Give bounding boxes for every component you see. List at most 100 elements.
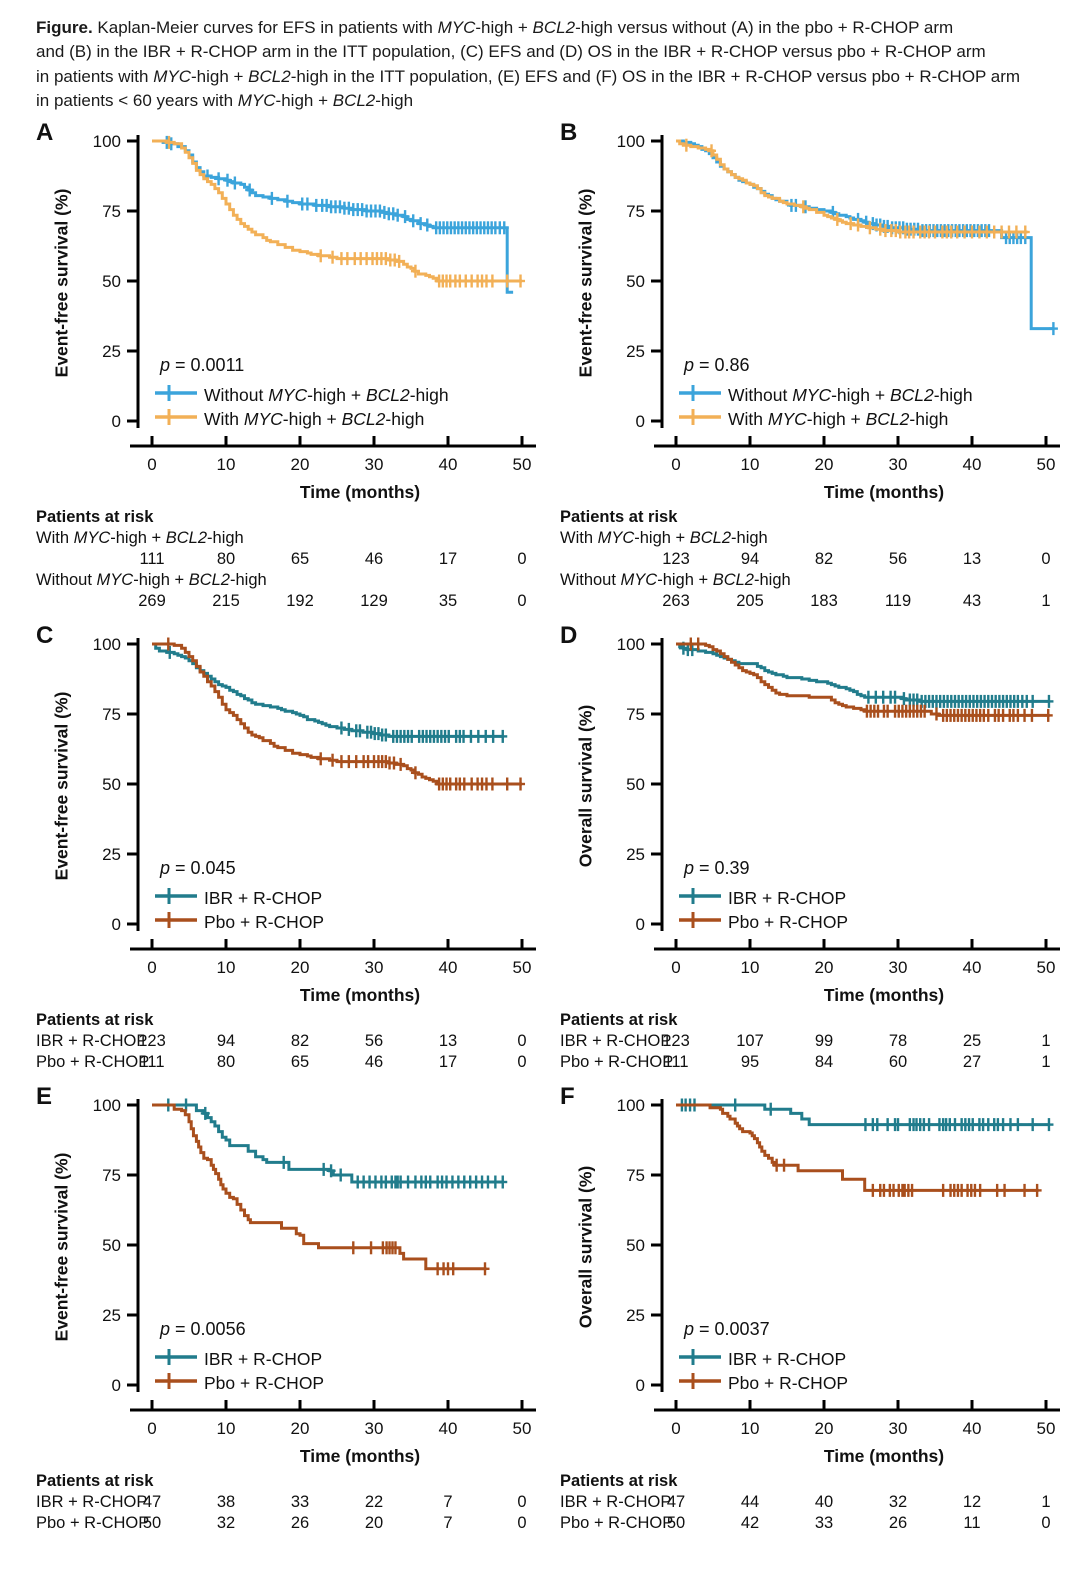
risk-count: 111 [663, 1053, 689, 1072]
risk-table-title: Patients at risk [36, 1011, 154, 1030]
svg-text:100: 100 [93, 635, 121, 654]
risk-count: 0 [517, 592, 527, 611]
risk-count: 65 [290, 1053, 310, 1072]
risk-count: 33 [290, 1493, 310, 1512]
x-axis-label: Time (months) [823, 985, 945, 1006]
y-axis-label: Event-free survival (%) [51, 691, 72, 881]
risk-count: 60 [888, 1053, 908, 1072]
risk-row-label: Pbo + R-CHOP [36, 1514, 150, 1533]
svg-text:10: 10 [741, 455, 760, 474]
risk-count: 192 [286, 592, 314, 611]
risk-count: 7 [443, 1493, 453, 1512]
svg-text:30: 30 [889, 1419, 908, 1438]
legend-label: IBR + R-CHOP [204, 1348, 323, 1369]
risk-count: 32 [888, 1493, 908, 1512]
legend-item: Pbo + R-CHOP [678, 1371, 848, 1395]
risk-count: 111 [139, 550, 165, 569]
risk-count: 47 [666, 1493, 686, 1512]
svg-text:50: 50 [626, 1236, 645, 1255]
x-axis-label: Time (months) [823, 1446, 945, 1467]
svg-text:10: 10 [217, 455, 236, 474]
risk-count: 269 [138, 592, 166, 611]
panel-F: F Overall survival (%) 100 75 50 25 0 0 10 20 30… [560, 1083, 1080, 1534]
svg-text:25: 25 [102, 845, 121, 864]
risk-row-values: 47 38 33 22 7 0 [36, 1492, 556, 1513]
panel-C: C Event-free survival (%) 100 75 50 25 0 0 10 2… [36, 622, 556, 1073]
legend-label: Pbo + R-CHOP [204, 1372, 325, 1393]
legend-label: IBR + R-CHOP [728, 887, 847, 908]
panel-A: A Event-free survival (%) 100 75 50 25 0 0 10 2… [36, 119, 556, 612]
censor-line-icon [154, 407, 198, 432]
risk-count: 183 [810, 592, 838, 611]
svg-text:75: 75 [102, 705, 121, 724]
risk-count: 47 [142, 1493, 162, 1512]
risk-row-values: 123 94 82 56 13 0 [560, 549, 1080, 570]
censor-line-icon [678, 1347, 722, 1372]
y-axis-label: Event-free survival (%) [575, 188, 596, 378]
km-plot: 100 75 50 25 0 0 10 20 30 40 50 [617, 132, 1060, 474]
legend-label: With MYC-high + BCL2-high [204, 408, 425, 429]
p-value: p = 0.86 [684, 355, 750, 376]
risk-row-values: 111 80 65 46 17 0 [36, 549, 556, 570]
risk-row: Pbo + R-CHOP 111 80 65 46 17 0 [36, 1052, 556, 1073]
svg-text:0: 0 [147, 958, 156, 977]
svg-text:0: 0 [147, 1419, 156, 1438]
risk-row-values: 269 215 192 129 35 0 [36, 591, 556, 612]
y-axis-label: Event-free survival (%) [51, 188, 72, 378]
svg-text:0: 0 [112, 915, 121, 934]
risk-count: 50 [666, 1514, 686, 1533]
patients-at-risk-table: Patients at risk With MYC-high + BCL2-hi… [36, 507, 556, 612]
risk-row-label: With MYC-high + BCL2-high [560, 529, 768, 548]
risk-row-label: Without MYC-high + BCL2-high [560, 571, 791, 590]
panel-B: B Event-free survival (%) 100 75 50 25 0 0 10 2… [560, 119, 1080, 612]
risk-row-values: 123 94 82 56 13 0 [36, 1031, 556, 1052]
risk-table-title: Patients at risk [36, 1472, 154, 1491]
risk-count: 123 [662, 550, 690, 569]
risk-count: 17 [438, 550, 458, 569]
risk-count: 205 [736, 592, 764, 611]
risk-row: Pbo + R-CHOP 50 42 33 26 11 0 [560, 1513, 1080, 1534]
risk-count: 13 [962, 550, 982, 569]
patients-at-risk-table: Patients at risk IBR + R-CHOP 47 38 33 22 7 0… [36, 1471, 556, 1534]
risk-row: IBR + R-CHOP 123 107 99 78 25 1 [560, 1031, 1080, 1052]
risk-count: 99 [814, 1032, 834, 1051]
risk-row: IBR + R-CHOP 47 38 33 22 7 0 [36, 1492, 556, 1513]
svg-text:75: 75 [102, 202, 121, 221]
panel-letter: F [560, 1083, 575, 1111]
km-plot: 100 75 50 25 0 0 10 20 30 40 50 [617, 635, 1060, 977]
risk-count: 65 [290, 550, 310, 569]
legend-label: Pbo + R-CHOP [728, 1372, 849, 1393]
risk-count: 12 [962, 1493, 982, 1512]
svg-text:10: 10 [741, 958, 760, 977]
censor-line-icon [678, 886, 722, 911]
svg-text:100: 100 [617, 635, 645, 654]
y-axis-label: Event-free survival (%) [51, 1152, 72, 1342]
risk-count: 26 [888, 1514, 908, 1533]
legend-label: IBR + R-CHOP [204, 887, 323, 908]
legend-label: IBR + R-CHOP [728, 1348, 847, 1369]
censor-line-icon [154, 383, 198, 408]
risk-table-title: Patients at risk [560, 1472, 678, 1491]
panel-letter: B [560, 119, 578, 147]
risk-count: 1 [1041, 1032, 1051, 1051]
risk-count: 94 [740, 550, 760, 569]
svg-text:0: 0 [671, 455, 680, 474]
panel-E: E Event-free survival (%) 100 75 50 25 0 0 10 2… [36, 1083, 556, 1534]
risk-count: 111 [139, 1053, 165, 1072]
svg-text:10: 10 [217, 958, 236, 977]
censor-line-icon [154, 886, 198, 911]
km-plot: 100 75 50 25 0 0 10 20 30 40 50 [617, 1096, 1060, 1438]
svg-text:25: 25 [626, 845, 645, 864]
censor-line-icon [678, 1371, 722, 1396]
panel-letter: E [36, 1083, 53, 1111]
risk-row-values: 263 205 183 119 43 1 [560, 591, 1080, 612]
svg-text:50: 50 [102, 1236, 121, 1255]
censor-line-icon [678, 383, 722, 408]
risk-row: Pbo + R-CHOP 50 32 26 20 7 0 [36, 1513, 556, 1534]
legend-label: With MYC-high + BCL2-high [728, 408, 949, 429]
risk-row-values: 111 95 84 60 27 1 [560, 1052, 1080, 1073]
svg-text:25: 25 [626, 342, 645, 361]
svg-text:25: 25 [102, 342, 121, 361]
risk-count: 263 [662, 592, 690, 611]
svg-text:50: 50 [513, 958, 532, 977]
